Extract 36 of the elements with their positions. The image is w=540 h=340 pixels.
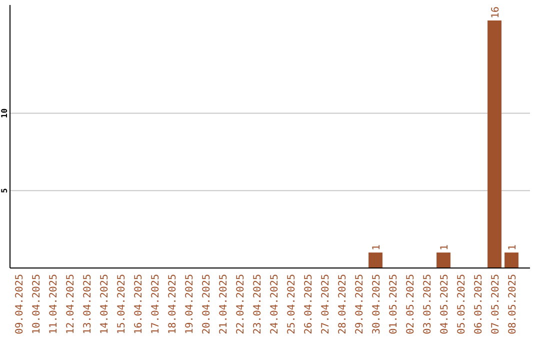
x-tick-label: 07.05.2025 [490,274,502,334]
x-tick-label: 02.05.2025 [406,274,416,334]
x-tick-label: 27.04.2025 [320,274,332,334]
x-tick-label: 26.04.2025 [304,274,314,334]
x-tick-label: 20.04.2025 [202,274,212,334]
x-tick-label: 19.04.2025 [184,274,196,334]
data-label: 1 [508,244,518,251]
x-tick-label: 21.04.2025 [218,274,230,334]
x-tick-label: 30.04.2025 [372,274,382,334]
x-tick-label: 06.05.2025 [474,274,484,334]
y-tick-label: 10 [0,108,9,118]
x-tick-label: 14.04.2025 [100,274,110,334]
y-tick-label: 5 [0,188,9,194]
x-tick-label: 25.04.2025 [286,274,298,334]
x-tick-label: 08.05.2025 [508,274,518,334]
x-tick-label: 04.05.2025 [440,274,450,334]
x-tick-label: 29.04.2025 [354,274,366,334]
x-tick-label: 24.04.2025 [270,274,280,334]
x-tick-label: 10.04.2025 [32,274,42,334]
x-tick-label: 23.04.2025 [252,274,264,334]
x-tick-label: 12.04.2025 [66,274,76,334]
x-tick-label: 22.04.2025 [236,274,246,334]
x-tick-label: 09.04.2025 [14,274,26,334]
data-label: 16 [490,6,502,18]
x-tick-label: 28.04.2025 [338,274,348,334]
x-tick-label: 13.04.2025 [82,274,94,334]
x-tick-label: 18.04.2025 [168,274,178,334]
x-tick-label: 01.05.2025 [388,274,400,334]
x-tick-label: 16.04.2025 [134,274,144,334]
x-tick-label: 03.05.2025 [422,274,434,334]
x-tick-label: 05.05.2025 [456,274,468,334]
x-tick-label: 15.04.2025 [116,274,128,334]
data-label: 1 [372,244,382,251]
x-tick-label: 17.04.2025 [150,274,162,334]
data-label: 1 [440,244,450,251]
x-tick-label: 11.04.2025 [48,274,60,334]
